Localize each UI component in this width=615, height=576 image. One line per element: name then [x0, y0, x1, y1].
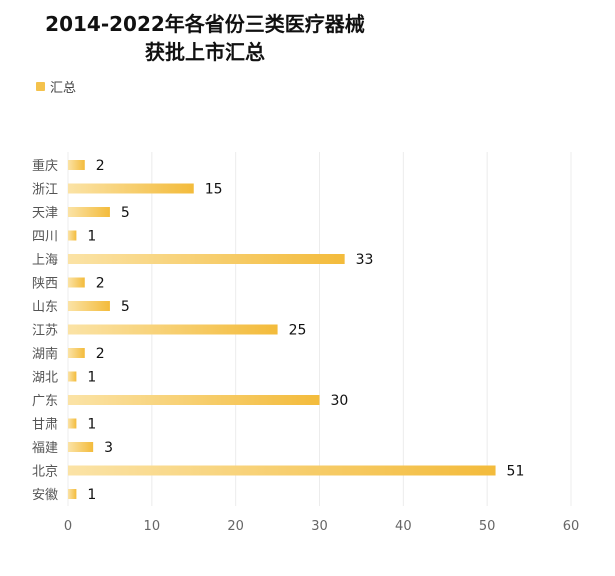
- chart-title-line-2: 获批上市汇总: [145, 40, 265, 64]
- category-label: 四川: [32, 230, 58, 245]
- value-label: 30: [331, 393, 349, 409]
- bar[interactable]: [68, 395, 320, 405]
- bar[interactable]: [68, 348, 85, 358]
- bar[interactable]: [68, 254, 345, 264]
- category-label: 湖南: [32, 346, 58, 362]
- x-axis-ticks: 0 10 20 30 40 50 60: [64, 519, 579, 534]
- bar[interactable]: [68, 160, 85, 170]
- value-label: 51: [507, 464, 525, 480]
- category-label: 天津: [32, 206, 58, 221]
- value-label: 5: [121, 299, 130, 315]
- legend-label: 汇总: [50, 81, 76, 96]
- x-tick-label: 10: [144, 519, 161, 534]
- value-label: 1: [87, 370, 96, 386]
- category-label: 浙江: [32, 183, 58, 198]
- value-label: 2: [96, 276, 105, 292]
- legend-swatch: [36, 82, 45, 91]
- bar[interactable]: [68, 230, 77, 241]
- chart-title-line-1: 2014-2022年各省份三类医疗器械: [45, 12, 365, 36]
- bar[interactable]: [68, 277, 85, 288]
- value-label: 1: [87, 487, 96, 503]
- category-label: 江苏: [32, 323, 58, 339]
- category-label: 福建: [32, 441, 58, 456]
- bar[interactable]: [68, 301, 110, 311]
- category-label: 上海: [32, 253, 58, 268]
- x-tick-label: 40: [395, 519, 412, 534]
- category-label: 甘肃: [32, 418, 58, 433]
- category-label: 安徽: [32, 488, 58, 503]
- value-label: 25: [289, 323, 307, 339]
- bar[interactable]: [68, 207, 110, 217]
- x-tick-label: 60: [563, 519, 580, 534]
- bars: [68, 160, 496, 499]
- legend[interactable]: 汇总: [36, 81, 76, 96]
- category-label: 广东: [32, 394, 58, 409]
- category-label: 陕西: [32, 277, 58, 292]
- bar[interactable]: [68, 183, 194, 194]
- x-tick-label: 0: [64, 519, 72, 534]
- x-tick-label: 30: [311, 519, 328, 534]
- value-label: 1: [87, 229, 96, 245]
- category-label: 重庆: [32, 158, 58, 174]
- bar[interactable]: [68, 418, 77, 429]
- x-tick-label: 20: [227, 519, 244, 534]
- bar[interactable]: [68, 442, 94, 452]
- category-label: 北京: [32, 465, 58, 480]
- bar[interactable]: [68, 324, 278, 335]
- category-label: 湖北: [32, 371, 58, 386]
- bar[interactable]: [68, 371, 77, 382]
- value-label: 15: [205, 182, 223, 198]
- x-tick-label: 50: [479, 519, 496, 534]
- value-label: 5: [121, 205, 130, 221]
- category-label: 山东: [32, 300, 58, 315]
- value-label: 3: [104, 440, 113, 456]
- bar[interactable]: [68, 465, 496, 476]
- bar[interactable]: [68, 489, 77, 499]
- value-label: 33: [356, 252, 374, 268]
- value-label: 2: [96, 346, 105, 362]
- value-label: 1: [87, 417, 96, 433]
- value-label: 2: [96, 158, 105, 174]
